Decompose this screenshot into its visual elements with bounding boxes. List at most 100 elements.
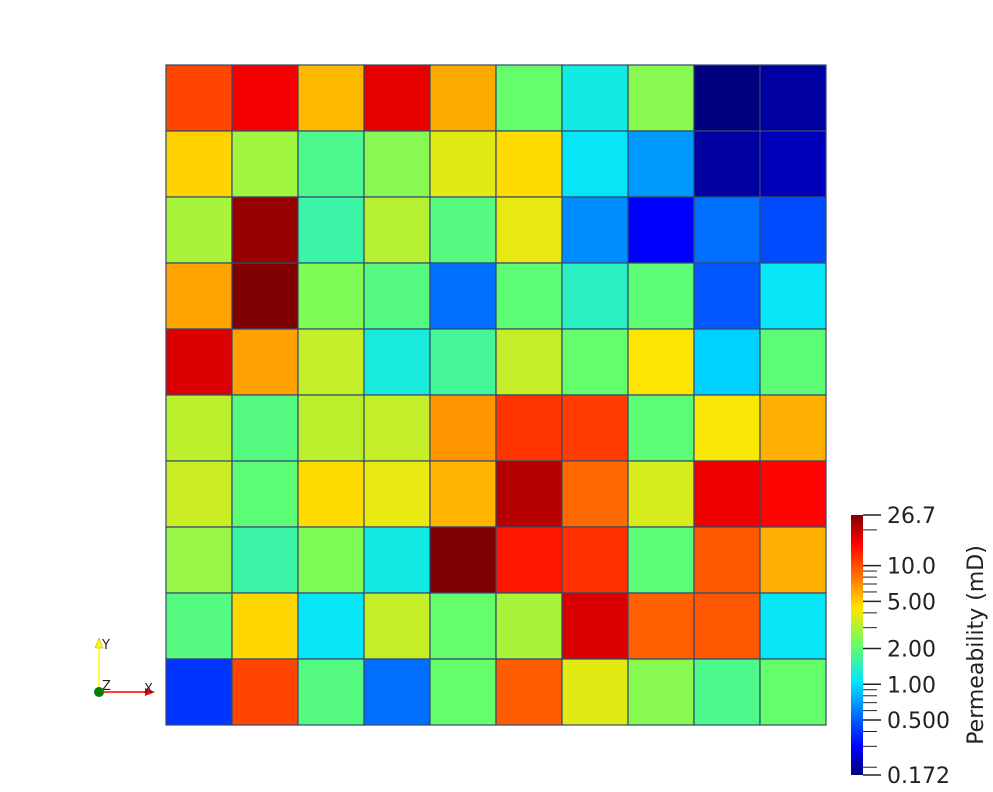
heatmap-grid xyxy=(165,64,827,726)
z-axis-dot xyxy=(94,687,104,697)
heatmap-cell-r2-c4 xyxy=(429,196,497,264)
heatmap-cell-r9-c4 xyxy=(429,658,497,726)
heatmap-cell-r6-c7 xyxy=(627,460,695,528)
heatmap-cell-r6-c0 xyxy=(165,460,233,528)
heatmap-cell-r0-c7 xyxy=(627,64,695,132)
colorbar-gradient xyxy=(851,515,863,775)
heatmap-cell-r6-c9 xyxy=(759,460,827,528)
heatmap-cell-r4-c6 xyxy=(561,328,629,396)
heatmap-cell-r0-c4 xyxy=(429,64,497,132)
colorbar-tick-label-1: 10.0 xyxy=(887,555,936,580)
heatmap-cell-r8-c6 xyxy=(561,592,629,660)
heatmap-cell-r4-c3 xyxy=(363,328,431,396)
heatmap-cell-r4-c5 xyxy=(495,328,563,396)
heatmap-cell-r8-c2 xyxy=(297,592,365,660)
heatmap-cell-r4-c2 xyxy=(297,328,365,396)
heatmap-cell-r2-c5 xyxy=(495,196,563,264)
heatmap-cell-r4-c0 xyxy=(165,328,233,396)
heatmap-cell-r2-c9 xyxy=(759,196,827,264)
heatmap-cell-r2-c7 xyxy=(627,196,695,264)
heatmap-cell-r7-c9 xyxy=(759,526,827,594)
heatmap-cell-r7-c4 xyxy=(429,526,497,594)
heatmap-cell-r9-c3 xyxy=(363,658,431,726)
heatmap-cell-r5-c2 xyxy=(297,394,365,462)
heatmap-cell-r3-c9 xyxy=(759,262,827,330)
heatmap-cell-r8-c4 xyxy=(429,592,497,660)
heatmap-cell-r2-c8 xyxy=(693,196,761,264)
heatmap-cell-r8-c1 xyxy=(231,592,299,660)
heatmap-cell-r7-c7 xyxy=(627,526,695,594)
heatmap-cell-r9-c7 xyxy=(627,658,695,726)
heatmap-cell-r5-c4 xyxy=(429,394,497,462)
heatmap-cell-r5-c1 xyxy=(231,394,299,462)
heatmap-cell-r3-c4 xyxy=(429,262,497,330)
heatmap-cell-r3-c3 xyxy=(363,262,431,330)
heatmap-cell-r2-c2 xyxy=(297,196,365,264)
heatmap-cell-r3-c5 xyxy=(495,262,563,330)
heatmap-cell-r1-c6 xyxy=(561,130,629,198)
heatmap-cell-r1-c7 xyxy=(627,130,695,198)
heatmap-cell-r6-c4 xyxy=(429,460,497,528)
heatmap-cell-r8-c3 xyxy=(363,592,431,660)
heatmap-cell-r8-c7 xyxy=(627,592,695,660)
heatmap-cell-r7-c0 xyxy=(165,526,233,594)
heatmap-cell-r5-c8 xyxy=(693,394,761,462)
heatmap-cell-r6-c8 xyxy=(693,460,761,528)
heatmap-cell-r5-c6 xyxy=(561,394,629,462)
heatmap-cell-r8-c8 xyxy=(693,592,761,660)
heatmap-cell-r9-c9 xyxy=(759,658,827,726)
heatmap-cell-r2-c3 xyxy=(363,196,431,264)
heatmap-cell-r7-c6 xyxy=(561,526,629,594)
heatmap-cell-r0-c1 xyxy=(231,64,299,132)
heatmap-cell-r5-c3 xyxy=(363,394,431,462)
colorbar-ticks: 26.7 10.0 5.00 2.00 1.00 0.500 0.172 xyxy=(863,504,950,789)
heatmap-cell-r6-c2 xyxy=(297,460,365,528)
heatmap-cell-r9-c2 xyxy=(297,658,365,726)
heatmap-cell-r0-c5 xyxy=(495,64,563,132)
colorbar: 26.7 10.0 5.00 2.00 1.00 0.500 0.172 Permeabil… xyxy=(851,504,989,789)
colorbar-title: Permeability (mD) xyxy=(964,545,989,745)
heatmap-cell-r4-c9 xyxy=(759,328,827,396)
heatmap-cell-r8-c9 xyxy=(759,592,827,660)
heatmap-cell-r7-c2 xyxy=(297,526,365,594)
heatmap-cell-r0-c2 xyxy=(297,64,365,132)
heatmap-cell-r7-c5 xyxy=(495,526,563,594)
heatmap-cell-r5-c9 xyxy=(759,394,827,462)
heatmap-cell-r7-c1 xyxy=(231,526,299,594)
colorbar-tick-label-5: 0.500 xyxy=(887,709,950,734)
heatmap-cell-r1-c5 xyxy=(495,130,563,198)
x-axis-label: X xyxy=(144,682,153,697)
heatmap-cell-r9-c5 xyxy=(495,658,563,726)
colorbar-tick-label-2: 5.00 xyxy=(887,590,936,615)
heatmap-cell-r2-c1 xyxy=(231,196,299,264)
z-axis-label: Z xyxy=(102,679,111,694)
orientation-axes: Y Z X xyxy=(94,637,155,697)
heatmap-cell-r5-c0 xyxy=(165,394,233,462)
heatmap-cell-r0-c0 xyxy=(165,64,233,132)
colorbar-tick-label-3: 2.00 xyxy=(887,638,936,663)
heatmap-cell-r5-c7 xyxy=(627,394,695,462)
heatmap-cell-r9-c1 xyxy=(231,658,299,726)
heatmap-cell-r3-c6 xyxy=(561,262,629,330)
y-axis-label: Y xyxy=(101,638,110,653)
heatmap-cell-r4-c4 xyxy=(429,328,497,396)
x-axis-arrowhead xyxy=(145,688,155,696)
heatmap-cell-r3-c0 xyxy=(165,262,233,330)
heatmap-cell-r0-c9 xyxy=(759,64,827,132)
heatmap-cell-r1-c9 xyxy=(759,130,827,198)
heatmap-cell-r4-c8 xyxy=(693,328,761,396)
heatmap-cell-r6-c6 xyxy=(561,460,629,528)
heatmap-cell-r1-c3 xyxy=(363,130,431,198)
heatmap-cell-r4-c7 xyxy=(627,328,695,396)
heatmap-cell-r7-c3 xyxy=(363,526,431,594)
colorbar-tick-label-4: 1.00 xyxy=(887,673,936,698)
heatmap-cell-r2-c0 xyxy=(165,196,233,264)
heatmap-cell-r3-c7 xyxy=(627,262,695,330)
heatmap-cell-r1-c2 xyxy=(297,130,365,198)
heatmap-cell-r9-c0 xyxy=(165,658,233,726)
heatmap-cell-r6-c3 xyxy=(363,460,431,528)
heatmap-cell-r1-c4 xyxy=(429,130,497,198)
heatmap-cell-r8-c5 xyxy=(495,592,563,660)
heatmap-cell-r2-c6 xyxy=(561,196,629,264)
colorbar-tick-label-0: 26.7 xyxy=(887,504,936,529)
